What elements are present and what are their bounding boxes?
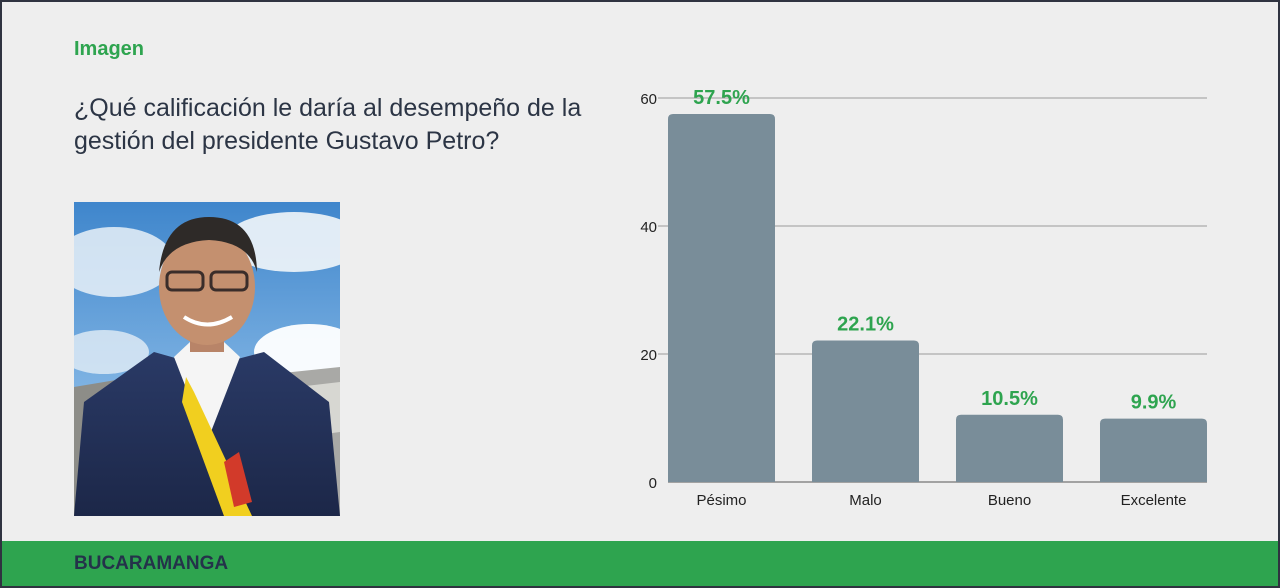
y-tick-label: 0	[649, 475, 657, 492]
value-label: 9.9%	[1131, 392, 1177, 414]
bars	[668, 114, 1207, 482]
value-label: 10.5%	[981, 388, 1038, 410]
poll-question: ¿Qué calificación le daría al desempeño …	[74, 94, 582, 155]
data-labels: 57.5% 22.1% 10.5% 9.9%	[693, 87, 1176, 414]
bar-pésimo	[668, 114, 775, 482]
bar-chart: 0 20 40 60 57.5% 22.1% 10.5% 9.9% Pésimo Malo Bu…	[640, 87, 1207, 509]
x-axis: Pésimo Malo Bueno Excelente	[696, 492, 1186, 509]
portrait-photo	[74, 202, 340, 516]
y-tick-label: 20	[640, 347, 657, 364]
value-label: 22.1%	[837, 314, 894, 336]
category-label: Excelente	[1121, 492, 1187, 509]
value-label: 57.5%	[693, 87, 750, 109]
section-label: Imagen	[74, 38, 145, 60]
city-label: BUCARAMANGA	[74, 553, 229, 574]
bar-excelente	[1100, 418, 1207, 482]
bar-malo	[812, 340, 919, 482]
y-tick-label: 40	[640, 219, 657, 236]
y-axis: 0 20 40 60	[640, 91, 657, 492]
category-label: Bueno	[988, 492, 1031, 509]
category-label: Pésimo	[696, 492, 746, 509]
portrait-illustration	[74, 202, 340, 516]
footer-bar: BUCARAMANGA	[2, 541, 1278, 586]
bar-bueno	[956, 414, 1063, 482]
category-label: Malo	[849, 492, 882, 509]
y-tick-label: 60	[640, 91, 657, 108]
